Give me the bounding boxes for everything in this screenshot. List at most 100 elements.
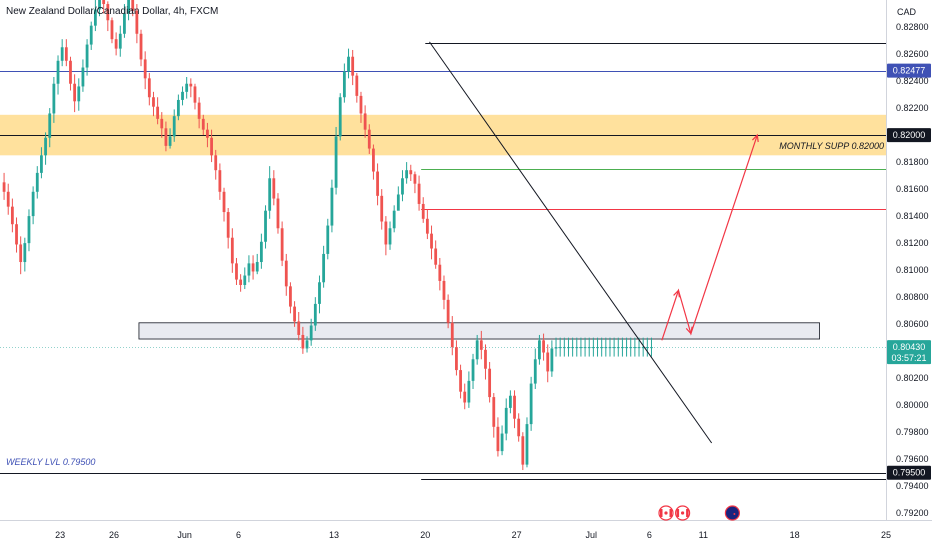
monthly-support-annotation: MONTHLY SUPP 0.82000 — [779, 141, 884, 151]
candle-body — [425, 218, 429, 234]
time-axis-tick-label: 20 — [420, 530, 430, 540]
candle-body — [529, 383, 533, 425]
candle-body — [56, 60, 60, 84]
chart-title: New Zealand Dollar/Canadian Dollar, 4h, … — [6, 6, 219, 17]
candle-body — [641, 347, 645, 349]
candle-body — [446, 299, 450, 323]
price-badge-label: 0.80430 — [893, 342, 926, 352]
candle-body — [118, 33, 122, 49]
candle-body — [351, 56, 355, 76]
price-axis-tick-label: 0.79800 — [896, 427, 929, 437]
candle-body — [525, 424, 529, 465]
candle-body — [413, 174, 417, 184]
price-axis-tick-label: 0.81800 — [896, 157, 929, 167]
candle-body — [313, 303, 317, 326]
candle-body — [6, 191, 10, 207]
candle-body — [73, 83, 77, 102]
candle-body — [538, 340, 541, 360]
candle-body — [127, 0, 130, 14]
candle-body — [455, 347, 458, 371]
price-axis-tick-label: 0.81400 — [896, 211, 929, 221]
price-axis-tick-label: 0.79400 — [896, 481, 929, 491]
candle-body — [156, 106, 160, 119]
candle-body — [239, 279, 243, 285]
time-axis-tick-label: Jul — [586, 530, 598, 540]
projection-arrowhead — [751, 133, 759, 143]
candle-body — [2, 182, 6, 192]
time-axis-tick-label: 11 — [699, 530, 708, 540]
candle-body — [542, 340, 545, 353]
candle-body — [475, 340, 479, 360]
candle-body — [355, 75, 359, 96]
candle-body — [372, 148, 375, 172]
candle-body — [546, 352, 550, 372]
price-axis-tick-label: 0.80200 — [896, 373, 929, 383]
price-badge — [887, 465, 931, 480]
canada-flag-icon — [674, 505, 691, 521]
candle-body — [504, 407, 508, 434]
maple-leaf — [681, 511, 685, 515]
weekly-level-annotation: WEEKLY LVL 0.79500 — [6, 457, 95, 467]
candle-body — [106, 4, 110, 21]
candle-body — [338, 97, 342, 137]
new-zealand-flag-icon — [724, 505, 741, 521]
price-axis-tick-label: 0.81200 — [896, 238, 929, 248]
candle-body — [10, 206, 14, 225]
candle-body — [247, 263, 251, 276]
candle-body — [89, 25, 93, 45]
price-badge-label: 0.82000 — [893, 130, 926, 140]
time-axis-tick-label: Jun — [177, 530, 192, 540]
candle-body — [164, 128, 168, 146]
candle-body — [114, 39, 118, 49]
flag-band — [676, 509, 680, 517]
candle-body — [600, 347, 604, 349]
candle-body — [367, 129, 371, 149]
trendline — [429, 41, 713, 444]
time-axis-tick-label: 6 — [236, 530, 241, 540]
candle-body — [513, 395, 516, 419]
candle-body — [467, 380, 471, 403]
projection-arrowhead — [685, 326, 693, 335]
candle-body — [168, 136, 172, 146]
candle-body — [380, 195, 384, 222]
candle-body — [363, 113, 367, 130]
candle-body — [280, 228, 284, 261]
price-axis-tick-label: 0.81600 — [896, 184, 929, 194]
candle-body — [102, 0, 106, 5]
candle-body — [384, 221, 388, 245]
candle-body — [44, 137, 47, 156]
flag-band — [669, 509, 672, 517]
candle-body — [450, 322, 454, 348]
candle-body — [152, 97, 155, 107]
candle-body — [98, 0, 101, 10]
candle-body — [309, 325, 313, 341]
time-axis-tick-label: 6 — [647, 530, 652, 540]
candle-body — [193, 86, 197, 103]
candle-body — [359, 95, 363, 114]
candle-body — [297, 321, 301, 335]
candle-body — [608, 347, 612, 349]
candle-body — [318, 282, 321, 304]
candle-body — [463, 391, 467, 403]
candle-body — [305, 340, 309, 349]
price-badge — [887, 128, 931, 143]
flag-band — [686, 509, 689, 517]
candle-body — [616, 347, 620, 349]
candle-body — [15, 224, 18, 245]
candle-body — [264, 210, 267, 242]
candle-body — [201, 118, 205, 130]
candle-body — [301, 334, 305, 349]
candle-body — [48, 113, 52, 138]
flag-band — [660, 509, 663, 517]
candle-body — [81, 67, 85, 87]
candle-body — [492, 397, 496, 427]
candle-body — [567, 347, 570, 349]
candle-body — [604, 347, 608, 349]
candle-body — [143, 59, 147, 79]
price-badge-label: 0.82477 — [893, 66, 926, 76]
event-icon-circle — [724, 505, 741, 521]
candle-body — [123, 13, 126, 34]
candle-body — [185, 83, 189, 92]
